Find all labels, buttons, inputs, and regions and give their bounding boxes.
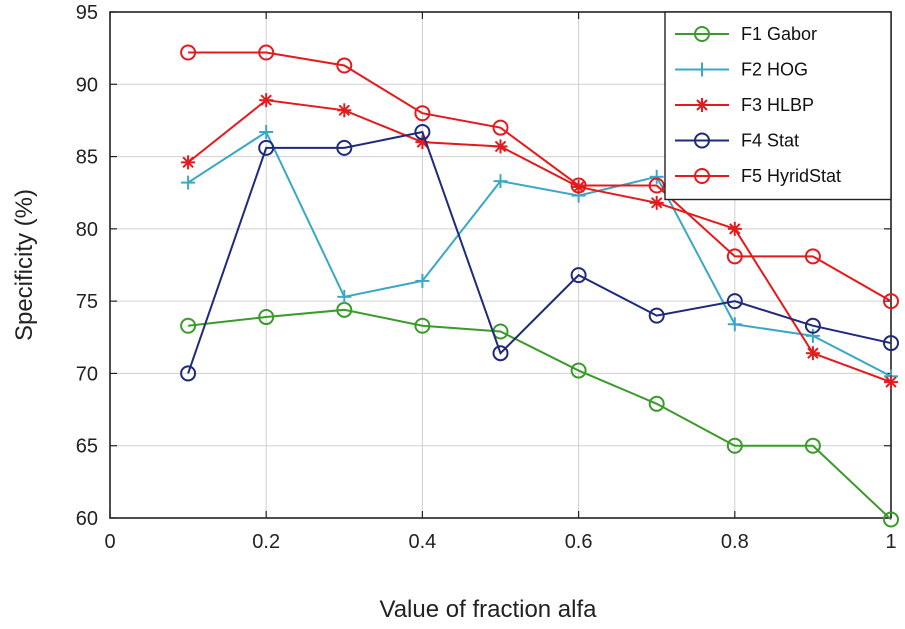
data-point-f2-hog — [259, 124, 274, 139]
data-point-f1-gabor — [570, 362, 587, 379]
data-point-f5-hyridstat — [258, 44, 275, 61]
data-point-f1-gabor — [414, 317, 431, 334]
y-tick-label: 95 — [76, 2, 98, 24]
x-tick-label: 1 — [885, 531, 896, 553]
data-point-f3-hlbp — [884, 375, 898, 390]
data-point-f5-hyridstat — [414, 105, 431, 122]
data-point-f4-stat — [883, 335, 899, 352]
data-point-f1-gabor — [180, 317, 197, 334]
series-f1-gabor — [180, 301, 899, 528]
y-tick-label: 85 — [76, 147, 98, 169]
x-tick-label: 0.6 — [565, 531, 593, 553]
data-point-f4-stat — [648, 307, 665, 324]
y-axis-label: Specificity (%) — [11, 189, 38, 341]
legend-label: F2 HOG — [741, 60, 808, 80]
data-point-f1-gabor — [258, 309, 275, 326]
legend-item-f1-gabor: F1 Gabor — [675, 24, 817, 44]
data-point-f5-hyridstat — [648, 177, 665, 194]
legend: F1 Gabor F2 HOG F3 HLBP F4 Stat F5 HyridStat — [664, 11, 892, 201]
legend-marker-d2 — [696, 99, 708, 111]
data-point-f5-hyridstat — [570, 177, 587, 194]
data-point-f3-hlbp — [259, 93, 274, 108]
data-point-f3-hlbp-d2 — [885, 376, 897, 388]
series-f5-hyridstat — [180, 44, 899, 310]
data-point-f1-gabor — [804, 437, 821, 454]
data-point-f3-hlbp-d2 — [650, 197, 663, 209]
data-point-f4-stat — [570, 267, 587, 284]
data-point-f3-hlbp — [805, 346, 820, 361]
legend-marker — [694, 26, 710, 42]
data-point-f4-stat — [258, 139, 275, 156]
data-point-f4-stat — [726, 293, 743, 310]
x-axis-label: Value of fraction alfa — [379, 596, 597, 623]
data-point-f3-hlbp — [727, 221, 742, 236]
series-f3-hlbp — [181, 93, 898, 390]
data-point-f4-stat — [492, 345, 509, 362]
data-point-f2-hog — [415, 273, 430, 288]
y-tick-label: 70 — [76, 363, 98, 385]
y-tick-label: 90 — [76, 74, 98, 96]
x-tick-label: 0.4 — [408, 531, 436, 553]
series-line-f4-stat — [187, 130, 892, 374]
y-tick-label: 65 — [76, 436, 98, 458]
data-point-f3-hlbp — [337, 103, 352, 118]
series-f4-stat — [180, 123, 899, 382]
data-point-f3-hlbp-d2 — [807, 347, 819, 359]
data-point-f5-hyridstat — [180, 44, 197, 61]
data-point-f1-gabor — [726, 437, 743, 454]
x-tick-label: 0 — [104, 531, 115, 553]
data-point-f5-hyridstat — [804, 248, 821, 265]
data-point-f3-hlbp — [649, 195, 664, 210]
data-point-f2-hog — [337, 289, 352, 304]
data-point-f5-hyridstat — [726, 248, 743, 265]
data-point-f2-hog — [805, 328, 820, 343]
data-point-f4-stat — [180, 365, 197, 382]
series-line-f3-hlbp — [187, 99, 892, 384]
plot-frame — [109, 11, 892, 519]
data-point-f4-stat — [804, 317, 821, 334]
legend-item-f5-hyridstat: F5 HyridStat — [675, 166, 841, 186]
legend-marker — [694, 168, 710, 184]
legend-item-f3-hlbp: F3 HLBP — [675, 95, 814, 115]
legend-marker — [695, 98, 709, 112]
data-point-f2-hog — [649, 169, 664, 184]
x-tick-label: 0.2 — [252, 531, 280, 553]
data-point-f2-hog — [727, 317, 742, 332]
x-tick-label: 0.8 — [721, 531, 749, 553]
y-tick-label: 80 — [76, 219, 98, 241]
legend-label: F3 HLBP — [741, 95, 814, 115]
series-line-f1-gabor — [187, 308, 892, 521]
data-point-f3-hlbp-d2 — [572, 181, 585, 193]
legend-marker — [694, 132, 710, 149]
legend-label: F1 Gabor — [741, 24, 817, 44]
data-point-f3-hlbp-d2 — [338, 104, 351, 117]
legend-item-f4-stat: F4 Stat — [675, 131, 799, 151]
series-line-f5-hyridstat — [188, 51, 892, 303]
axis-ticks: 0 0.2 0.4 0.6 0.8 1 60 65 70 75 80 85 90 95 — [76, 2, 897, 553]
data-point-f2-hog — [181, 175, 196, 190]
y-tick-label: 75 — [76, 291, 98, 313]
data-point-f5-hyridstat — [492, 119, 509, 136]
series-group — [180, 44, 899, 528]
legend-label: F5 HyridStat — [741, 166, 841, 186]
data-point-f4-stat — [336, 139, 353, 156]
y-tick-label: 60 — [76, 508, 98, 530]
series-line-f2-hog — [187, 130, 892, 378]
data-point-f5-hyridstat — [883, 293, 899, 310]
legend-item-f2-hog: F2 HOG — [675, 60, 808, 80]
data-point-f5-hyridstat — [336, 57, 353, 74]
legend-marker — [695, 62, 709, 77]
data-point-f3-hlbp-d2 — [260, 94, 272, 106]
data-point-f2-hog — [493, 174, 508, 189]
data-point-f3-hlbp-d2 — [182, 156, 194, 169]
data-point-f3-hlbp — [493, 139, 508, 154]
data-point-f1-gabor — [648, 395, 665, 412]
data-point-f4-stat — [414, 123, 431, 140]
data-point-f1-gabor — [883, 511, 899, 528]
data-point-f3-hlbp — [181, 155, 196, 170]
data-point-f3-hlbp-d2 — [729, 223, 741, 235]
data-point-f3-hlbp-d2 — [494, 140, 507, 153]
legend-label: F4 Stat — [741, 131, 799, 151]
